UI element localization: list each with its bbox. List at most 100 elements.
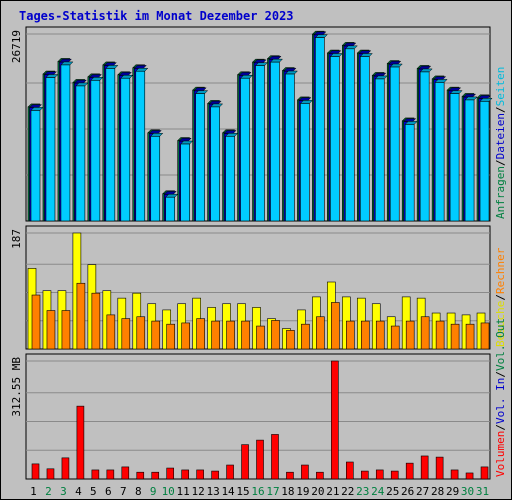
bar-volumen-6 <box>106 469 115 480</box>
bar-volumen-17 <box>271 434 279 480</box>
bar-volumen-3 <box>61 457 70 480</box>
bar-rechner-24 <box>375 320 385 350</box>
bar-rechner-29 <box>450 323 460 350</box>
bar-rechner-10 <box>166 323 176 350</box>
bar-rechner-21 <box>331 302 340 350</box>
x-tick-label-10: 10 <box>162 485 175 498</box>
bar-volumen-22 <box>346 461 354 480</box>
bar-rechner-7 <box>121 318 131 350</box>
bar-volumen-28 <box>435 456 444 480</box>
bar-rechner-22 <box>346 320 355 350</box>
bar-rechner-31 <box>480 322 490 350</box>
legend-entry: / <box>494 294 507 301</box>
bar-rechner-20 <box>316 316 325 350</box>
legend-entry: Anfragen <box>494 166 507 219</box>
volume-chart: 312.55 MB Volumen/Vol. In/Vol. Out <box>10 318 507 480</box>
x-tick-label-28: 28 <box>431 485 444 498</box>
bar-rechner-30 <box>465 323 475 350</box>
bar-rechner-2 <box>46 310 56 350</box>
bar-rechner-13 <box>211 320 220 350</box>
x-tick-label-12: 12 <box>192 485 205 498</box>
bar-seiten-21 <box>329 53 343 222</box>
bar-volumen-10 <box>166 467 175 480</box>
bar-volumen-14 <box>226 464 234 480</box>
bar-seiten-23 <box>359 53 373 222</box>
bar-rechner-5 <box>91 292 101 350</box>
x-tick-label-4: 4 <box>75 485 82 498</box>
bar-rechner-27 <box>420 316 430 350</box>
x-tick-label-16: 16 <box>251 485 264 498</box>
x-tick-label-25: 25 <box>386 485 399 498</box>
x-tick-label-27: 27 <box>416 485 429 498</box>
bar-rechner-8 <box>136 316 146 350</box>
bar-volumen-21 <box>331 360 339 480</box>
bar-seiten-15 <box>239 74 254 222</box>
chart-title: Tages-Statistik im Monat Dezember 2023 <box>19 9 294 23</box>
x-tick-label-30: 30 <box>461 485 474 498</box>
bar-seiten-22 <box>344 45 358 222</box>
bar-volumen-4 <box>76 405 85 480</box>
right-legend: Volumen/Vol. In/Vol. Out <box>494 318 507 477</box>
bar-seiten-14 <box>224 133 239 222</box>
bar-seiten-5 <box>90 77 104 222</box>
y-max-label: 312.55 MB <box>10 357 23 417</box>
bar-rechner-18 <box>286 330 295 350</box>
bar-rechner-6 <box>106 314 116 350</box>
legend-entry: / <box>494 371 507 378</box>
bar-seiten-3 <box>60 61 74 222</box>
bar-volumen-9 <box>151 471 160 480</box>
bar-rechner-17 <box>271 320 280 350</box>
x-tick-label-5: 5 <box>90 485 97 498</box>
bar-volumen-30 <box>465 472 474 480</box>
x-tick-label-26: 26 <box>401 485 414 498</box>
bar-volumen-13 <box>211 470 219 480</box>
legend-entry: Besuche <box>494 301 507 347</box>
bar-rechner-26 <box>405 320 415 350</box>
bar-seiten-31 <box>479 98 493 222</box>
x-tick-label-7: 7 <box>120 485 127 498</box>
bar-seiten-17 <box>269 58 284 222</box>
right-legend: Anfragen/Dateien/Seiten <box>494 67 507 219</box>
x-tick-label-2: 2 <box>45 485 52 498</box>
bar-seiten-19 <box>299 100 314 222</box>
bar-seiten-28 <box>434 79 448 222</box>
bar-volumen-20 <box>316 471 324 480</box>
bar-rechner-19 <box>301 323 310 350</box>
bar-volumen-27 <box>420 455 429 480</box>
x-tick-label-11: 11 <box>177 485 190 498</box>
bar-volumen-25 <box>390 470 399 480</box>
bar-seiten-12 <box>195 90 209 222</box>
bar-seiten-25 <box>389 63 403 222</box>
right-legend: Besuche/Rechner <box>494 247 507 347</box>
bar-seiten-8 <box>135 67 149 222</box>
x-tick-label-20: 20 <box>311 485 324 498</box>
visits-chart: 187 Besuche/Rechner <box>10 225 507 350</box>
x-tick-label-6: 6 <box>105 485 112 498</box>
bar-seiten-29 <box>449 90 463 222</box>
legend-entry: Rechner <box>494 247 507 294</box>
bar-seiten-1 <box>30 107 44 222</box>
bar-rechner-11 <box>181 322 190 350</box>
bar-volumen-12 <box>196 469 204 480</box>
bar-rechner-25 <box>390 325 400 350</box>
bar-rechner-16 <box>256 325 265 350</box>
x-tick-label-29: 29 <box>446 485 459 498</box>
x-tick-label-13: 13 <box>206 485 219 498</box>
legend-entry: / <box>494 106 507 113</box>
bar-rechner-3 <box>61 310 71 350</box>
x-tick-label-21: 21 <box>326 485 339 498</box>
legend-entry: Vol. Out <box>494 318 507 371</box>
bar-volumen-7 <box>121 466 130 480</box>
bar-volumen-18 <box>286 471 294 480</box>
legend-entry: / <box>494 424 507 431</box>
bar-rechner-4 <box>76 282 86 350</box>
legend-entry: / <box>494 159 507 166</box>
x-tick-label-3: 3 <box>60 485 67 498</box>
y-max-label: 187 <box>10 229 23 249</box>
bar-rechner-1 <box>31 294 41 350</box>
bar-volumen-23 <box>360 470 369 480</box>
y-max-label: 26719 <box>10 30 23 63</box>
x-tick-label-14: 14 <box>221 485 235 498</box>
bar-volumen-29 <box>450 469 459 480</box>
